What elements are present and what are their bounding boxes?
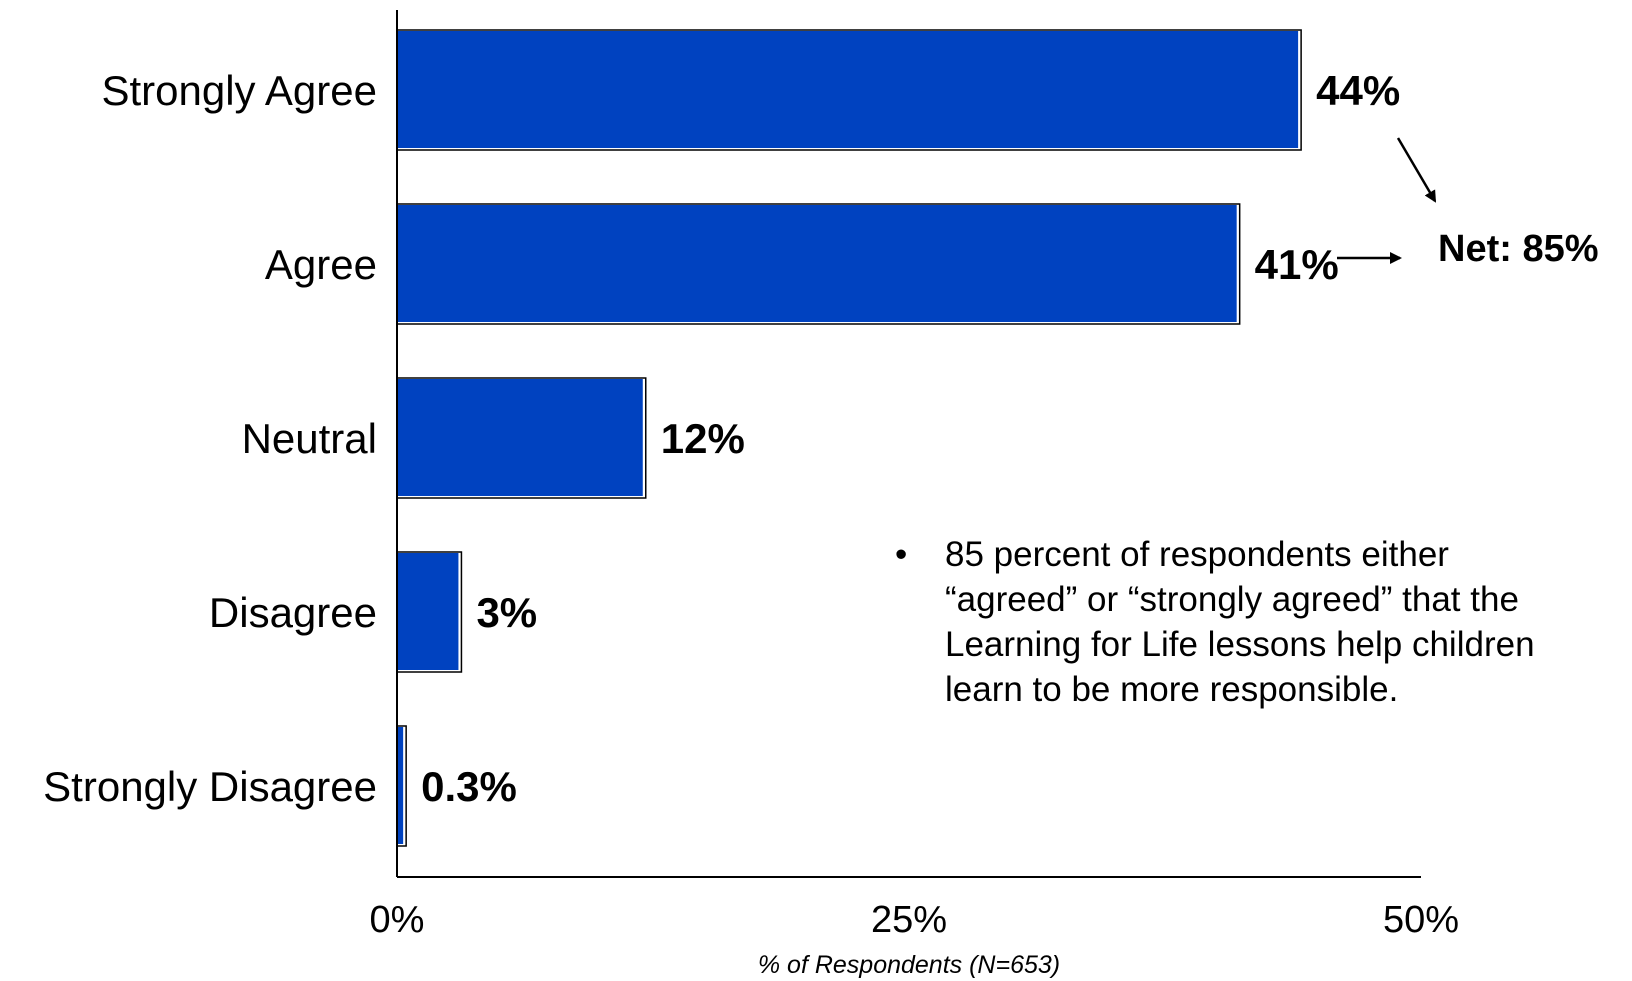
net-label: Net: 85% [1438, 228, 1599, 270]
value-label-strongly-agree: 44% [1316, 67, 1400, 114]
value-label-disagree: 3% [476, 589, 537, 636]
note-text: 85 percent of respondents either “agreed… [945, 535, 1535, 709]
category-label-strongly-agree: Strongly Agree [101, 67, 377, 114]
x-tick-label-0: 0% [370, 899, 425, 941]
bar-strongly-disagree [397, 727, 404, 844]
labels-layer: Strongly Agree 44% Agree 41% Neutral 12% Disag… [43, 67, 1459, 979]
axes-layer [396, 10, 1421, 878]
bar-strongly-agree [397, 31, 1299, 148]
category-label-disagree: Disagree [209, 589, 377, 636]
category-label-neutral: Neutral [242, 415, 377, 462]
arrow-to-net-from-strongly-agree [1396, 137, 1437, 203]
bars-layer [396, 29, 1302, 847]
value-label-neutral: 12% [661, 415, 745, 462]
bar-neutral [397, 379, 643, 496]
value-label-agree: 41% [1255, 241, 1339, 288]
x-axis-title: % of Respondents (N=653) [758, 951, 1060, 979]
bar-agree [397, 205, 1237, 322]
summary-note: • 85 percent of respondents either “agre… [895, 532, 1575, 712]
x-tick-label-2: 50% [1383, 899, 1459, 941]
category-label-agree: Agree [265, 241, 377, 288]
note-bullet: • [895, 535, 908, 574]
net-annotation: Net: 85% [1337, 137, 1599, 270]
category-label-strongly-disagree: Strongly Disagree [43, 763, 377, 810]
bar-disagree [397, 553, 459, 670]
x-tick-label-1: 25% [871, 899, 947, 941]
value-label-strongly-disagree: 0.3% [421, 763, 517, 810]
